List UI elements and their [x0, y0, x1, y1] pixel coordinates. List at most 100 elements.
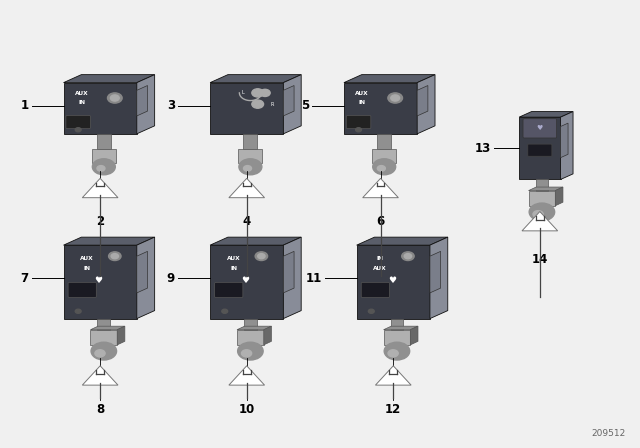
- Text: 14: 14: [532, 253, 548, 266]
- Circle shape: [76, 309, 81, 313]
- Polygon shape: [97, 319, 110, 330]
- Polygon shape: [376, 366, 411, 385]
- Text: R: R: [271, 102, 274, 107]
- Text: IN: IN: [83, 266, 90, 271]
- Polygon shape: [90, 330, 117, 345]
- FancyBboxPatch shape: [523, 119, 557, 138]
- Polygon shape: [519, 117, 561, 180]
- Text: 1: 1: [20, 99, 28, 112]
- Circle shape: [255, 252, 268, 261]
- Polygon shape: [210, 245, 284, 319]
- Polygon shape: [356, 237, 448, 245]
- FancyBboxPatch shape: [346, 116, 371, 129]
- Text: 9: 9: [167, 271, 175, 285]
- Text: ♥: ♥: [241, 276, 250, 285]
- Circle shape: [91, 342, 116, 360]
- Polygon shape: [137, 237, 155, 319]
- Text: 6: 6: [376, 215, 385, 228]
- Polygon shape: [529, 190, 556, 206]
- Polygon shape: [561, 112, 573, 180]
- Polygon shape: [344, 82, 417, 134]
- Polygon shape: [430, 251, 440, 293]
- Polygon shape: [417, 75, 435, 134]
- Text: 4: 4: [243, 215, 251, 228]
- Circle shape: [252, 89, 264, 97]
- Polygon shape: [237, 330, 264, 345]
- Polygon shape: [377, 134, 391, 150]
- Circle shape: [243, 166, 252, 171]
- Text: IN: IN: [230, 266, 237, 271]
- Text: ♥: ♥: [537, 125, 543, 131]
- Polygon shape: [63, 82, 137, 134]
- Circle shape: [369, 309, 374, 313]
- Polygon shape: [137, 86, 147, 116]
- Polygon shape: [383, 326, 418, 330]
- Polygon shape: [519, 112, 573, 117]
- Polygon shape: [229, 178, 264, 198]
- Circle shape: [356, 128, 362, 132]
- Polygon shape: [63, 245, 137, 319]
- Text: 10: 10: [239, 403, 255, 416]
- Polygon shape: [417, 86, 428, 116]
- Text: 3: 3: [167, 99, 175, 112]
- Polygon shape: [264, 326, 271, 345]
- Text: 8: 8: [96, 403, 104, 416]
- Text: 209512: 209512: [591, 429, 626, 438]
- Polygon shape: [117, 326, 125, 345]
- Polygon shape: [63, 75, 155, 82]
- Polygon shape: [210, 75, 301, 82]
- Polygon shape: [284, 75, 301, 134]
- Circle shape: [95, 350, 105, 357]
- Text: ♥: ♥: [388, 276, 396, 285]
- FancyBboxPatch shape: [66, 116, 90, 129]
- Circle shape: [97, 166, 105, 171]
- FancyBboxPatch shape: [528, 144, 552, 156]
- FancyBboxPatch shape: [214, 282, 243, 297]
- Text: 5: 5: [301, 99, 309, 112]
- Circle shape: [237, 342, 263, 360]
- Polygon shape: [522, 211, 557, 231]
- Circle shape: [388, 350, 398, 357]
- Text: AUX: AUX: [355, 91, 369, 96]
- Polygon shape: [383, 330, 410, 345]
- Circle shape: [391, 95, 399, 101]
- Polygon shape: [390, 319, 403, 330]
- Polygon shape: [284, 237, 301, 319]
- Polygon shape: [83, 366, 118, 385]
- Circle shape: [372, 159, 396, 175]
- Polygon shape: [536, 180, 548, 190]
- Polygon shape: [363, 178, 398, 198]
- Text: ♥: ♥: [95, 276, 103, 285]
- Polygon shape: [90, 326, 125, 330]
- Text: IN: IN: [78, 99, 85, 104]
- Circle shape: [260, 89, 270, 96]
- Text: AUX: AUX: [227, 256, 241, 261]
- Polygon shape: [356, 245, 430, 319]
- Circle shape: [239, 159, 262, 175]
- Circle shape: [241, 350, 252, 357]
- Polygon shape: [561, 123, 568, 158]
- Circle shape: [92, 159, 115, 175]
- Circle shape: [109, 252, 121, 261]
- Text: AUX: AUX: [80, 256, 94, 261]
- Polygon shape: [284, 86, 294, 116]
- Polygon shape: [83, 178, 118, 198]
- Circle shape: [388, 93, 403, 103]
- Circle shape: [111, 95, 119, 101]
- Polygon shape: [430, 237, 448, 319]
- FancyBboxPatch shape: [68, 282, 96, 297]
- Polygon shape: [243, 134, 257, 150]
- Circle shape: [529, 203, 555, 221]
- Circle shape: [258, 254, 265, 259]
- Text: 12: 12: [385, 403, 401, 416]
- Polygon shape: [556, 187, 563, 206]
- Circle shape: [111, 254, 118, 259]
- Text: 13: 13: [474, 142, 490, 155]
- Circle shape: [533, 211, 543, 218]
- Text: AUX: AUX: [373, 266, 387, 271]
- Polygon shape: [210, 237, 301, 245]
- Text: 11: 11: [305, 271, 321, 285]
- Circle shape: [384, 342, 410, 360]
- Polygon shape: [237, 326, 271, 330]
- Polygon shape: [344, 75, 435, 82]
